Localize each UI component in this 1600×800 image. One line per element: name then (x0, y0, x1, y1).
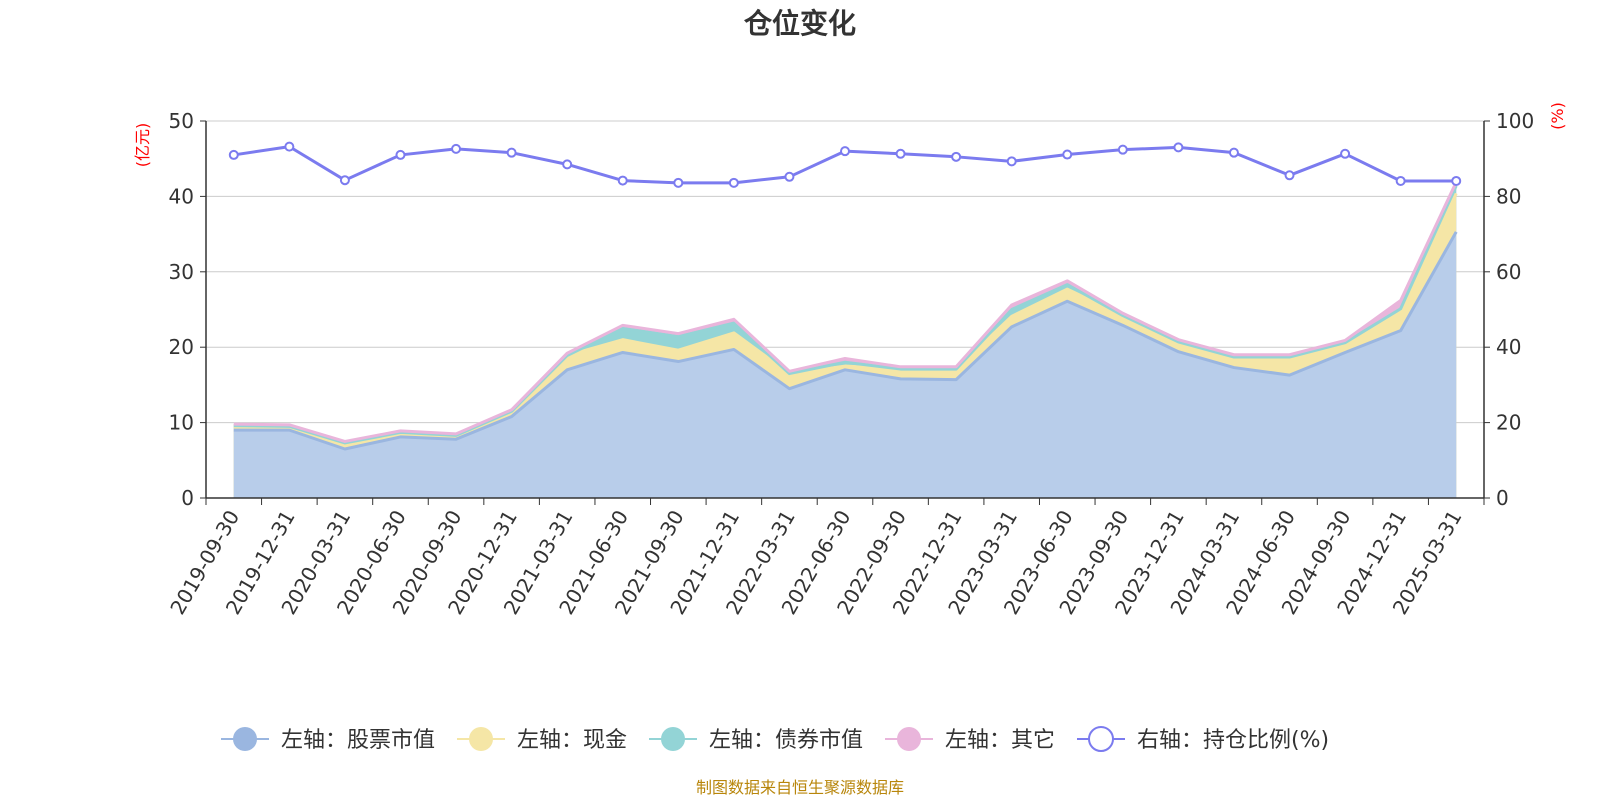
stacked-areas (233, 181, 1458, 498)
left-axis-tick-label: 20 (169, 335, 194, 359)
legend-marker (897, 727, 921, 751)
ratio-point (1173, 142, 1184, 153)
legend-item-bond: 左轴：债券市值 (649, 727, 863, 753)
ratio-point (1062, 149, 1073, 160)
legend-label: 右轴：持仓比例(%) (1137, 728, 1329, 753)
legend-marker (469, 727, 493, 751)
ratio-point (451, 143, 462, 154)
right-axis-tick-label: 40 (1496, 335, 1521, 359)
right-axis-tick-label: 60 (1496, 260, 1521, 284)
left-axis-tick-label: 30 (169, 260, 194, 284)
ratio-point (395, 149, 406, 160)
right-axis-tick-label: 0 (1496, 486, 1509, 510)
left-axis-tick-label: 50 (169, 109, 194, 133)
legend-marker (661, 727, 685, 751)
legend-label: 左轴：现金 (517, 728, 627, 753)
ratio-point (1006, 156, 1017, 167)
right-axis-tick-label: 20 (1496, 411, 1521, 435)
left-axis-tick-label: 40 (169, 184, 194, 208)
right-axis-tick-label: 80 (1496, 184, 1521, 208)
left-axis-tick-label: 0 (181, 486, 194, 510)
line-other (233, 181, 1458, 443)
line-bond (233, 185, 1458, 445)
ratio-point (951, 151, 962, 162)
ratio-point (228, 149, 239, 160)
source-note: 制图数据来自恒生聚源数据库 (696, 778, 904, 797)
ratio-point (1340, 148, 1351, 159)
ratio-series (228, 141, 1462, 188)
ratio-point (1228, 147, 1239, 158)
legend-item-other: 左轴：其它 (885, 727, 1055, 753)
legend: 左轴：股票市值 左轴：现金 左轴：债券市值 左轴：其它 右轴：持仓比例(%) (221, 726, 1329, 753)
ratio-point (1284, 170, 1295, 181)
ratio-point (562, 159, 573, 170)
ratio-point (1451, 175, 1462, 186)
area-stock (233, 231, 1457, 498)
legend-label: 左轴：其它 (945, 728, 1055, 753)
legend-item-stock: 左轴：股票市值 (221, 727, 435, 753)
ratio-point (840, 146, 850, 157)
ratio-point (284, 141, 295, 152)
ratio-point (339, 175, 350, 186)
legend-marker (233, 727, 257, 751)
ratio-point (617, 175, 628, 186)
legend-marker (1088, 726, 1114, 752)
right-axis-unit: (%) (1548, 102, 1567, 130)
ratio-point (895, 148, 906, 159)
legend-item-ratio: 右轴：持仓比例(%) (1077, 726, 1329, 753)
line-stock (233, 231, 1458, 451)
legend-item-cash: 左轴：现金 (457, 727, 627, 753)
ratio-point (1395, 175, 1406, 186)
left-axis-tick-label: 10 (169, 411, 194, 435)
ratio-point (673, 177, 684, 188)
right-axis-tick-label: 100 (1496, 109, 1534, 133)
legend-label: 左轴：债券市值 (709, 728, 863, 753)
left-axis-unit: (亿元) (133, 123, 152, 168)
ratio-point (506, 147, 517, 158)
legend-label: 左轴：股票市值 (281, 728, 435, 753)
ratio-point (728, 177, 739, 188)
chart-title: 仓位变化 (744, 7, 856, 40)
ratio-point (784, 171, 795, 182)
ratio-point (1117, 144, 1128, 155)
